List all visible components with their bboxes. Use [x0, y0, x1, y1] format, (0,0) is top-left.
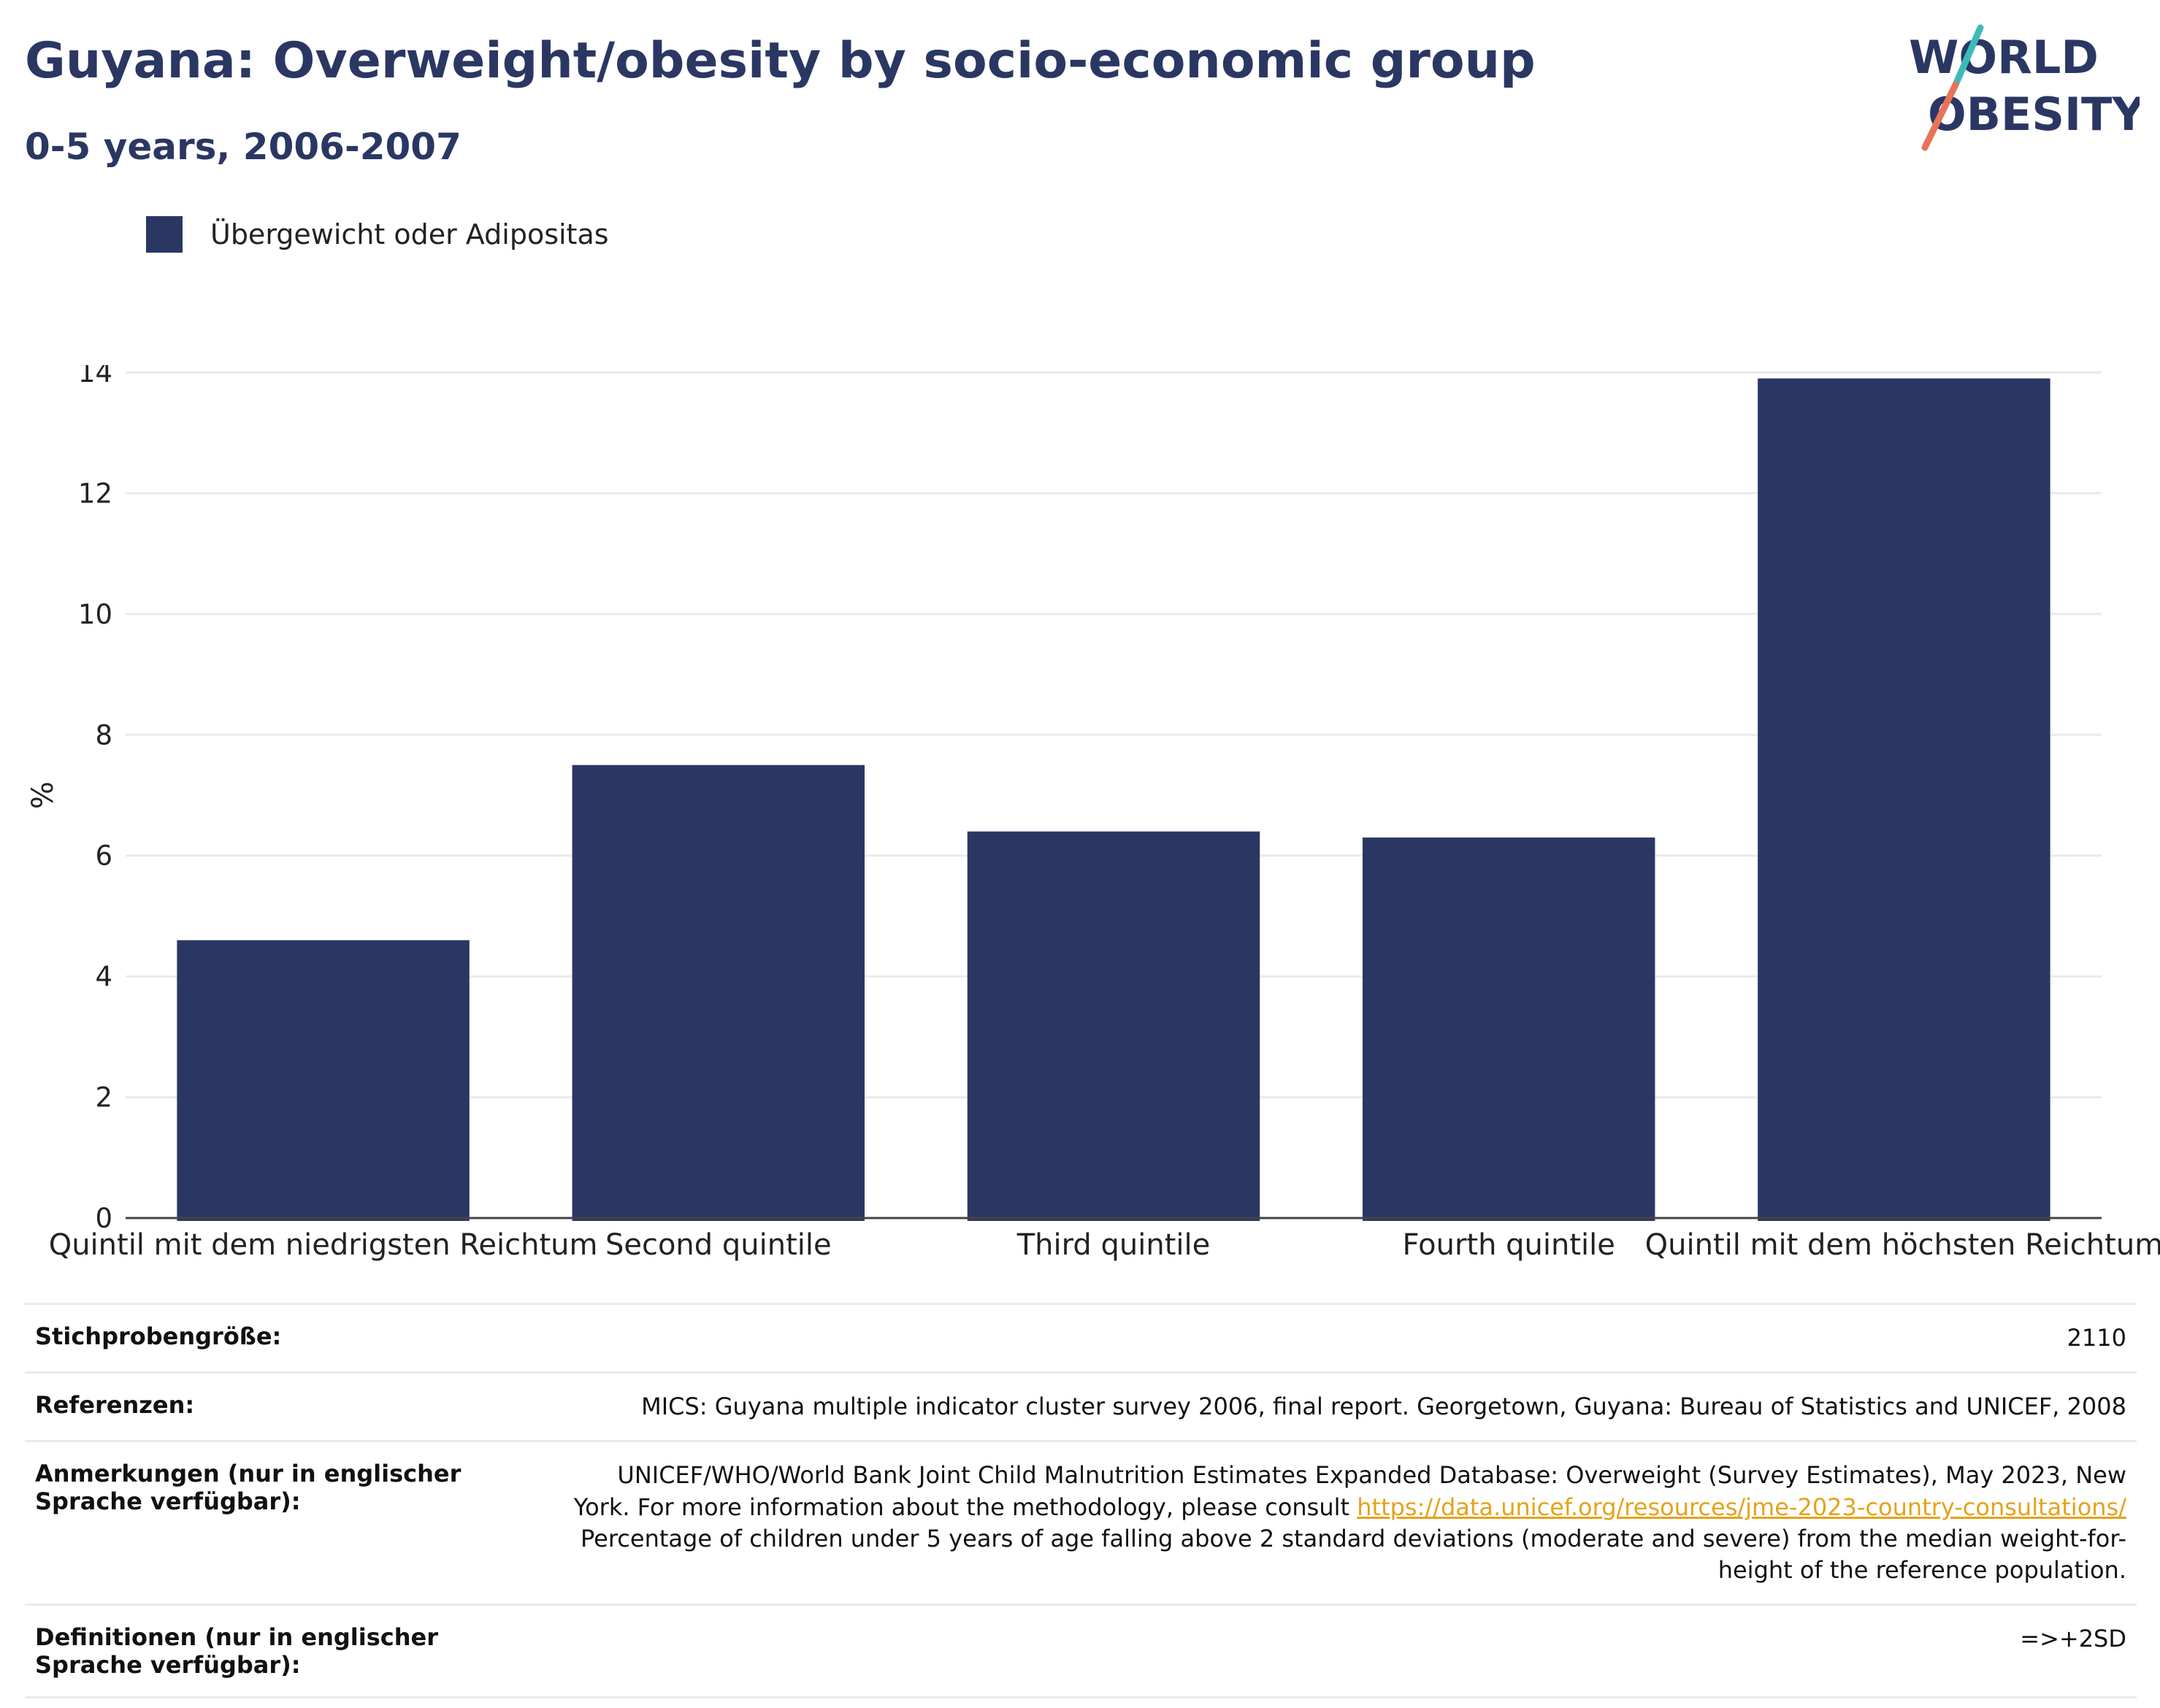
- sample-size-label: Stichprobengröße:: [25, 1302, 556, 1374]
- definitions-value: =>+2SD: [556, 1604, 2137, 1699]
- legend-label: Übergewicht oder Adipositas: [210, 218, 609, 250]
- definitions-label: Definitionen (nur in englischer Sprache …: [25, 1604, 556, 1699]
- info-row-definitions: Definitionen (nur in englischer Sprache …: [25, 1604, 2137, 1699]
- x-tick-label: Fourth quintile: [1403, 1228, 1615, 1262]
- bar: [177, 940, 470, 1221]
- notes-text-1: UNICEF/WHO/World Bank Joint Child Malnut…: [573, 1461, 2126, 1521]
- notes-text-2: Percentage of children under 5 years of …: [581, 1524, 2126, 1584]
- world-obesity-logo: WORLD OBESITY: [1909, 24, 2140, 151]
- y-tick-label: 6: [95, 840, 112, 872]
- info-table: Stichprobengröße: 2110 Referenzen: MICS:…: [25, 1302, 2137, 1699]
- x-tick-label: Second quintile: [605, 1228, 832, 1262]
- x-tick-label: Quintil mit dem höchsten Reichtum: [1645, 1228, 2160, 1262]
- y-tick-label: 8: [95, 719, 112, 751]
- logo-slash-coral: [1921, 81, 1959, 151]
- y-tick-label: 2: [95, 1082, 112, 1114]
- page-subtitle: 0-5 years, 2006-2007: [25, 126, 462, 168]
- chart-legend[interactable]: Übergewicht oder Adipositas: [146, 216, 609, 253]
- y-tick-label: 4: [95, 961, 112, 992]
- x-tick-label: Third quintile: [1016, 1228, 1210, 1262]
- info-row-references: Referenzen: MICS: Guyana multiple indica…: [25, 1371, 2137, 1443]
- y-tick-label: 0: [95, 1203, 112, 1234]
- bar-chart: 0 2 4 6 8 10 12 14% Quintil mit dem niedrigsten …: [26, 365, 2160, 1262]
- references-value: MICS: Guyana multiple indicator cluster …: [556, 1371, 2137, 1443]
- x-tick-label: Quintil mit dem niedrigsten Reichtum: [49, 1228, 598, 1262]
- bar: [1362, 837, 1655, 1221]
- notes-label: Anmerkungen (nur in englischer Sprache v…: [25, 1440, 556, 1606]
- references-label: Referenzen:: [25, 1371, 556, 1443]
- info-row-notes: Anmerkungen (nur in englischer Sprache v…: [25, 1440, 2137, 1606]
- y-tick-label: 14: [78, 365, 112, 388]
- notes-link[interactable]: https://data.unicef.org/resources/jme-20…: [1357, 1493, 2126, 1521]
- legend-swatch: [146, 216, 183, 253]
- y-tick-label: 10: [78, 599, 112, 630]
- notes-value: UNICEF/WHO/World Bank Joint Child Malnut…: [556, 1440, 2137, 1606]
- y-tick-label: 12: [78, 478, 112, 509]
- logo-slash-teal: [1952, 24, 1984, 88]
- sample-size-value: 2110: [556, 1302, 2137, 1374]
- info-row-sample: Stichprobengröße: 2110: [25, 1302, 2137, 1374]
- page-title: Guyana: Overweight/obesity by socio-econ…: [25, 32, 1536, 90]
- bar: [1758, 378, 2050, 1221]
- logo-line2: OBESITY: [1928, 88, 2140, 141]
- logo-line1: WORLD: [1909, 31, 2099, 84]
- bar: [572, 765, 865, 1221]
- bar: [967, 831, 1260, 1221]
- y-axis-label: %: [26, 781, 60, 809]
